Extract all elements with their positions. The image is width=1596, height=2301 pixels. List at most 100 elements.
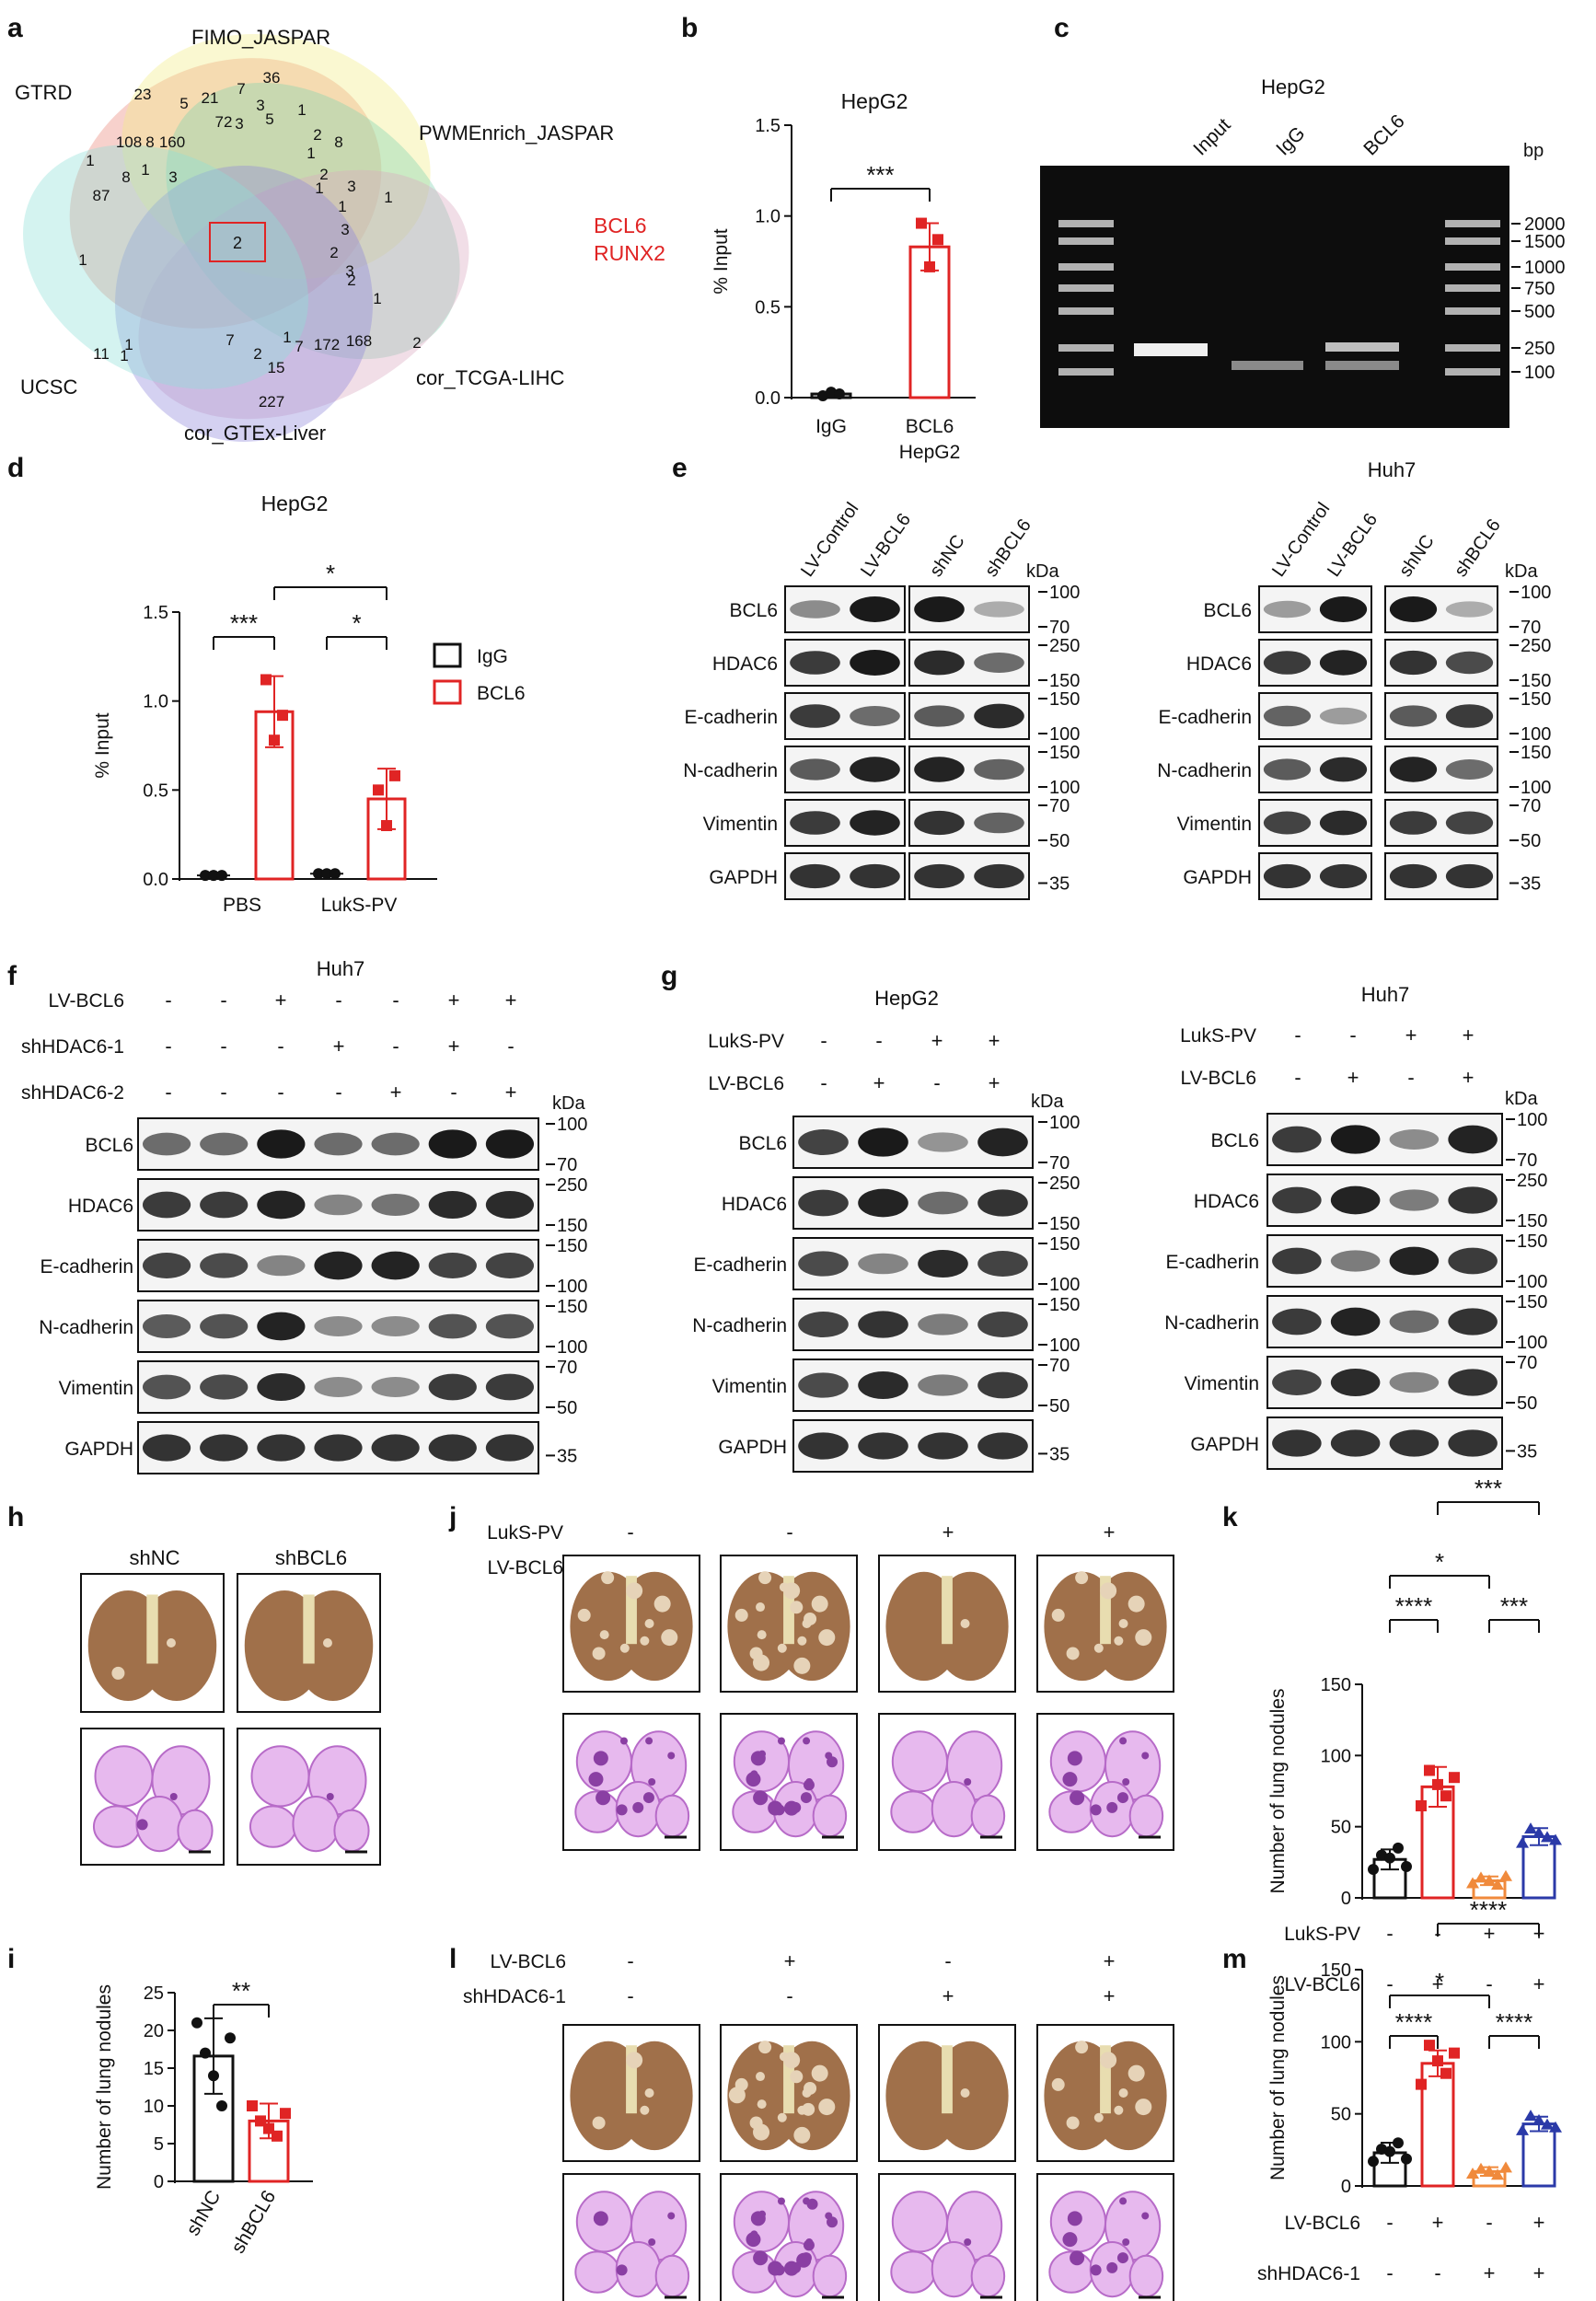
condition-sign: + (1347, 1066, 1359, 1089)
mw-label: 70 (1049, 1356, 1070, 1376)
condition-sign: + (1405, 1023, 1417, 1046)
l3-he-nodule (1106, 2261, 1118, 2273)
j1-he-nodule (758, 1750, 767, 1758)
blot-band (314, 1377, 363, 1397)
blot-band (1272, 1308, 1322, 1336)
blot-band (314, 1194, 363, 1216)
j3-nodule (1093, 1643, 1104, 1653)
ladder-band (1445, 263, 1500, 271)
protein-label: E-cadherin (1165, 1252, 1259, 1273)
blot-title: Huh7 (317, 957, 365, 980)
panel-l: LV-BCL6 - + - + shHDAC6-1 - - + + (463, 1949, 1174, 2301)
l0-he-nodule (616, 2264, 628, 2276)
j0-nodule (599, 1630, 609, 1640)
data-point (1499, 1869, 1512, 1881)
legend-swatch-igg (433, 642, 462, 668)
blot-band (914, 863, 965, 889)
j0-he-nodule (648, 1778, 656, 1786)
blot-band (1330, 1307, 1381, 1336)
band-bcl6 (1325, 342, 1399, 352)
j0-tissue-lobe (654, 1794, 690, 1838)
shnc-nodule (111, 1666, 125, 1680)
blot-band (200, 1434, 249, 1462)
condition-sign: - (220, 989, 226, 1012)
blot-band (200, 1132, 249, 1156)
j1-trachea (783, 1576, 794, 1645)
data-point (1401, 1860, 1412, 1872)
j0-nodule (577, 1608, 591, 1622)
kda-label: kDa (552, 1093, 585, 1114)
condition-sign: - (1386, 1972, 1393, 1995)
j3-he-nodule (1119, 1737, 1128, 1745)
l1-nodule (811, 2064, 828, 2082)
venn-count: 5 (265, 110, 273, 128)
blot-band (1263, 600, 1312, 619)
mw-label: 150 (557, 1236, 587, 1256)
condition-sign: - (165, 989, 171, 1012)
x-tick-label: BCL6 (906, 416, 954, 437)
venn-set-ellipse (121, 33, 431, 280)
shbcl6-tissue-lobe (250, 1745, 310, 1808)
blot-band (1389, 1189, 1440, 1211)
blot-band (918, 1432, 968, 1460)
blot-band (428, 1313, 477, 1339)
blot-band (200, 1253, 249, 1278)
panel-letter-f: f (7, 961, 17, 991)
mw-label: 70 (1521, 618, 1541, 638)
blot-band (142, 1253, 191, 1278)
panel-letter-l: l (449, 1944, 457, 1974)
venn-count: 108 (116, 133, 142, 151)
venn-count: 160 (159, 133, 185, 151)
mw-label: 150 (1049, 689, 1080, 710)
y-tick-label: 25 (144, 1983, 164, 2004)
l1-he-nodule (753, 2250, 769, 2266)
condition-label: LukS-PV (1284, 1924, 1360, 1945)
ladder-label: 750 (1524, 279, 1555, 299)
l1-he-nodule (777, 2197, 785, 2205)
data-point (208, 870, 219, 882)
data-point (1541, 2118, 1554, 2130)
l3-nodule (1075, 2041, 1089, 2054)
blot-band (1448, 1429, 1498, 1457)
data-point (280, 2108, 291, 2120)
condition-label: LV-BCL6 (1181, 1068, 1257, 1089)
data-point (277, 710, 288, 722)
j2-nodule (960, 1619, 970, 1628)
condition-sign: - (507, 1035, 514, 1058)
mw-label: 70 (1521, 796, 1541, 816)
mw-label: 35 (557, 1446, 577, 1466)
j0-nodule (592, 1647, 606, 1660)
l1-he-nodule (796, 2252, 812, 2268)
j1-nodule (753, 1654, 770, 1671)
blot-band (1272, 1126, 1322, 1153)
data-point (1516, 2123, 1529, 2135)
data-point (817, 390, 828, 402)
band-bcl6-low (1325, 361, 1399, 370)
data-point (1424, 1764, 1435, 1776)
ladder-band (1445, 344, 1500, 352)
data-point (208, 2070, 219, 2082)
blot-band (918, 1374, 968, 1396)
data-point (1384, 2145, 1395, 2157)
venn-count: 3 (235, 115, 243, 133)
panel-letter-h: h (7, 1502, 24, 1532)
j0-he-nodule (593, 1751, 608, 1766)
blot-band (485, 1434, 535, 1462)
blot-band (257, 1372, 306, 1402)
data-point (272, 2130, 283, 2142)
blot-band (850, 810, 900, 836)
ladder-label: 1000 (1524, 258, 1566, 278)
venn-set-label: UCSC (20, 376, 77, 399)
y-tick-label: 1.5 (755, 116, 781, 136)
venn-set-ellipse (166, 82, 460, 360)
condition-sign: - (1349, 1023, 1356, 1046)
lane-label: LV-Control (797, 499, 862, 581)
protein-label: HDAC6 (722, 1194, 787, 1215)
blot-band (974, 758, 1024, 780)
ladder-band (1058, 263, 1114, 271)
y-axis-label: Number of lung nodules (1267, 1689, 1289, 1894)
l3-trachea (1100, 2045, 1111, 2114)
blot-band (1445, 811, 1494, 835)
data-point (260, 674, 272, 686)
l1-nodule (756, 2072, 766, 2082)
